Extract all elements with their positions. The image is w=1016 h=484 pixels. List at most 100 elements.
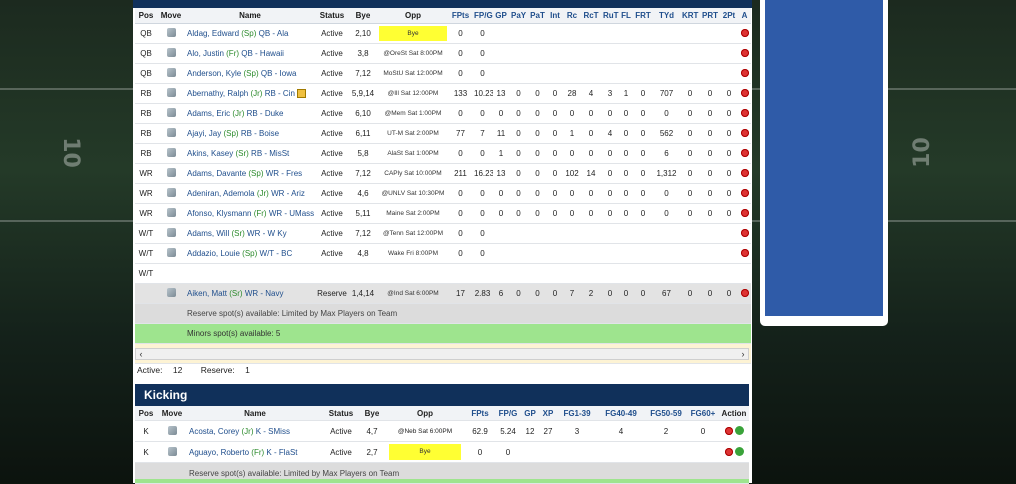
player-name[interactable]: Adeniran, Ademola (187, 189, 255, 198)
player-name[interactable]: Aguayo, Roberto (189, 447, 250, 457)
action-cell[interactable] (738, 223, 751, 244)
action-cell[interactable] (738, 243, 751, 264)
column-header[interactable]: A (738, 8, 751, 24)
move-cell[interactable] (157, 123, 185, 144)
action-cell[interactable] (738, 43, 751, 64)
drop-player-icon[interactable] (740, 208, 749, 217)
move-cell[interactable] (157, 43, 185, 64)
player-name-link[interactable]: Adams, Will (Sr) WR - W Ky (185, 223, 315, 244)
move-cell[interactable] (157, 441, 187, 463)
column-header[interactable]: FL (619, 8, 633, 24)
horizontal-scrollbar[interactable]: ‹ › (135, 348, 749, 360)
action-cell[interactable] (738, 123, 751, 144)
player-name-link[interactable]: Afonso, Klysmann (Fr) WR - UMass (185, 203, 315, 224)
action-cell[interactable] (738, 63, 751, 84)
move-icon[interactable] (166, 208, 176, 217)
player-name-link[interactable]: Anderson, Kyle (Sp) QB - Iowa (185, 63, 315, 84)
scroll-left-icon[interactable]: ‹ (139, 349, 143, 359)
move-cell[interactable] (157, 283, 185, 304)
drop-player-icon[interactable] (740, 148, 749, 157)
move-icon[interactable] (166, 108, 176, 117)
move-icon[interactable] (166, 188, 176, 197)
player-name-link[interactable]: Adams, Eric (Jr) RB - Duke (185, 103, 315, 124)
move-icon[interactable] (166, 88, 176, 97)
column-header[interactable]: FG50-59 (645, 406, 687, 421)
column-header[interactable]: RcT (581, 8, 601, 24)
move-cell[interactable] (157, 223, 185, 244)
action-cell[interactable] (719, 441, 749, 463)
drop-player-icon[interactable] (724, 447, 733, 456)
drop-player-icon[interactable] (740, 108, 749, 117)
column-header[interactable]: FP/G (472, 8, 493, 24)
scroll-right-icon[interactable]: › (741, 349, 745, 359)
column-header[interactable]: RuT (601, 8, 619, 24)
column-header[interactable]: GP (521, 406, 539, 421)
move-cell[interactable] (157, 83, 185, 104)
move-cell[interactable] (157, 420, 187, 442)
player-name[interactable]: Aldag, Edward (187, 29, 240, 38)
player-name-link[interactable]: Aguayo, Roberto (Fr) K - FlaSt (187, 441, 323, 463)
player-name[interactable]: Alo, Justin (187, 49, 224, 58)
move-cell[interactable] (157, 23, 185, 44)
player-name-link[interactable]: Addazio, Louie (Sp) W/T - BC (185, 243, 315, 264)
player-name-link[interactable]: Aldag, Edward (Sp) QB - Ala (185, 23, 315, 44)
player-name[interactable]: Akins, Kasey (187, 149, 234, 158)
action-cell[interactable] (738, 103, 751, 124)
column-header[interactable]: GP (493, 8, 509, 24)
drop-player-icon[interactable] (724, 426, 733, 435)
drop-player-icon[interactable] (740, 228, 749, 237)
injury-note-icon[interactable] (296, 89, 306, 99)
player-name[interactable]: Anderson, Kyle (187, 69, 242, 78)
move-icon[interactable] (167, 446, 177, 456)
move-cell[interactable] (157, 243, 185, 264)
drop-player-icon[interactable] (740, 88, 749, 97)
drop-player-icon[interactable] (740, 248, 749, 257)
action-cell[interactable] (738, 23, 751, 44)
column-header[interactable]: FPts (465, 406, 495, 421)
player-name[interactable]: Aiken, Matt (187, 289, 228, 298)
player-name-link[interactable]: Alo, Justin (Fr) QB - Hawaii (185, 43, 315, 64)
action-cell[interactable] (738, 83, 751, 104)
column-header[interactable]: KRT (680, 8, 700, 24)
move-cell[interactable] (157, 163, 185, 184)
player-name[interactable]: Adams, Will (187, 229, 230, 238)
move-icon[interactable] (166, 68, 176, 77)
move-cell[interactable] (157, 203, 185, 224)
player-name[interactable]: Ajayi, Jay (187, 129, 222, 138)
player-name[interactable]: Adams, Eric (187, 109, 231, 118)
drop-player-icon[interactable] (740, 68, 749, 77)
column-header[interactable]: FG40-49 (597, 406, 645, 421)
move-icon[interactable] (166, 168, 176, 177)
column-header[interactable]: FG1-39 (557, 406, 597, 421)
column-header[interactable]: Rc (563, 8, 581, 24)
drop-player-icon[interactable] (740, 168, 749, 177)
move-icon[interactable] (166, 128, 176, 137)
move-icon[interactable] (167, 425, 177, 435)
column-header[interactable]: PRT (700, 8, 720, 24)
column-header[interactable]: FP/G (495, 406, 521, 421)
drop-player-icon[interactable] (740, 48, 749, 57)
action-cell[interactable] (719, 420, 749, 442)
action-cell[interactable] (738, 283, 751, 304)
player-name-link[interactable]: Abernathy, Ralph (Jr) RB - Cin (185, 83, 315, 104)
action-cell[interactable] (738, 183, 751, 204)
player-name-link[interactable]: Acosta, Corey (Jr) K - SMiss (187, 420, 323, 442)
player-name[interactable]: Addazio, Louie (187, 249, 240, 258)
move-icon[interactable] (166, 148, 176, 157)
action-cell[interactable] (738, 143, 751, 164)
column-header[interactable]: FRT (633, 8, 653, 24)
drop-player-icon[interactable] (740, 128, 749, 137)
player-name-link[interactable]: Adams, Davante (Sp) WR - Fres (185, 163, 315, 184)
player-name-link[interactable]: Aiken, Matt (Sr) WR - Navy (185, 283, 315, 304)
column-header[interactable]: FG60+ (687, 406, 719, 421)
move-cell[interactable] (157, 103, 185, 124)
player-name[interactable]: Afonso, Klysmann (187, 209, 252, 218)
drop-player-icon[interactable] (740, 288, 749, 297)
column-header[interactable]: XP (539, 406, 557, 421)
player-name[interactable]: Adams, Davante (187, 169, 247, 178)
player-name-link[interactable]: Adeniran, Ademola (Jr) WR - Ariz (185, 183, 315, 204)
move-icon[interactable] (166, 28, 176, 37)
player-name-link[interactable]: Ajayi, Jay (Sp) RB - Boise (185, 123, 315, 144)
trade-player-icon[interactable] (734, 446, 744, 456)
move-icon[interactable] (166, 228, 176, 237)
